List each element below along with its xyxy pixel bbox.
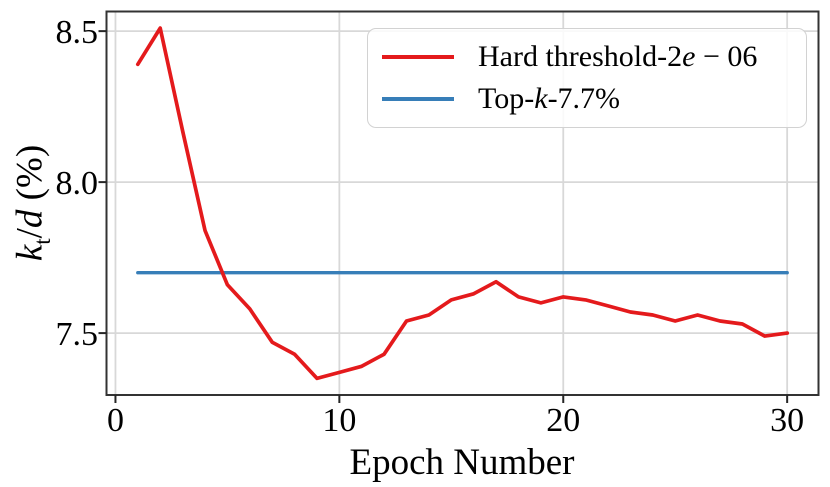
legend-label-text: Hard threshold-2 <box>478 39 683 73</box>
y-axis-label-var-k: k <box>9 244 51 262</box>
x-tick-label: 0 <box>107 402 124 439</box>
legend: Hard threshold-2e − 06 Top-k-7.7% <box>367 28 807 128</box>
legend-label-hard-threshold: Hard threshold-2e − 06 <box>478 40 757 74</box>
y-tick-label: 7.5 <box>56 316 99 353</box>
legend-red-line-sample <box>382 54 454 59</box>
y-axis-label-unit: (%) <box>9 144 51 210</box>
legend-label-italic: e <box>682 39 696 73</box>
legend-blue-line-sample <box>382 97 454 102</box>
legend-label-top-k: Top-k-7.7% <box>478 82 620 116</box>
y-tick-label: 8.0 <box>56 165 99 202</box>
series-line <box>135 26 790 381</box>
y-axis-label: kt/d (%) <box>9 144 55 262</box>
legend-entry-top-k: Top-k-7.7% <box>368 82 806 116</box>
legend-label-text: Top- <box>478 82 535 116</box>
legend-entry-hard-threshold: Hard threshold-2e − 06 <box>368 40 806 74</box>
x-tick-label: 20 <box>546 402 580 439</box>
x-axis-label: Epoch Number <box>349 442 575 483</box>
legend-label-italic: k <box>534 82 548 116</box>
x-tick-label: 10 <box>322 402 356 439</box>
axes-border <box>105 10 820 396</box>
legend-label-text: -7.7% <box>547 82 621 116</box>
y-axis-label-var-d: d <box>9 209 51 229</box>
legend-label-text: − 06 <box>695 39 758 73</box>
y-tick-label: 8.5 <box>56 14 99 51</box>
y-axis-label-subscript: t <box>29 238 55 245</box>
x-tick-label: 30 <box>770 402 804 439</box>
y-axis-label-slash: / <box>9 228 51 239</box>
